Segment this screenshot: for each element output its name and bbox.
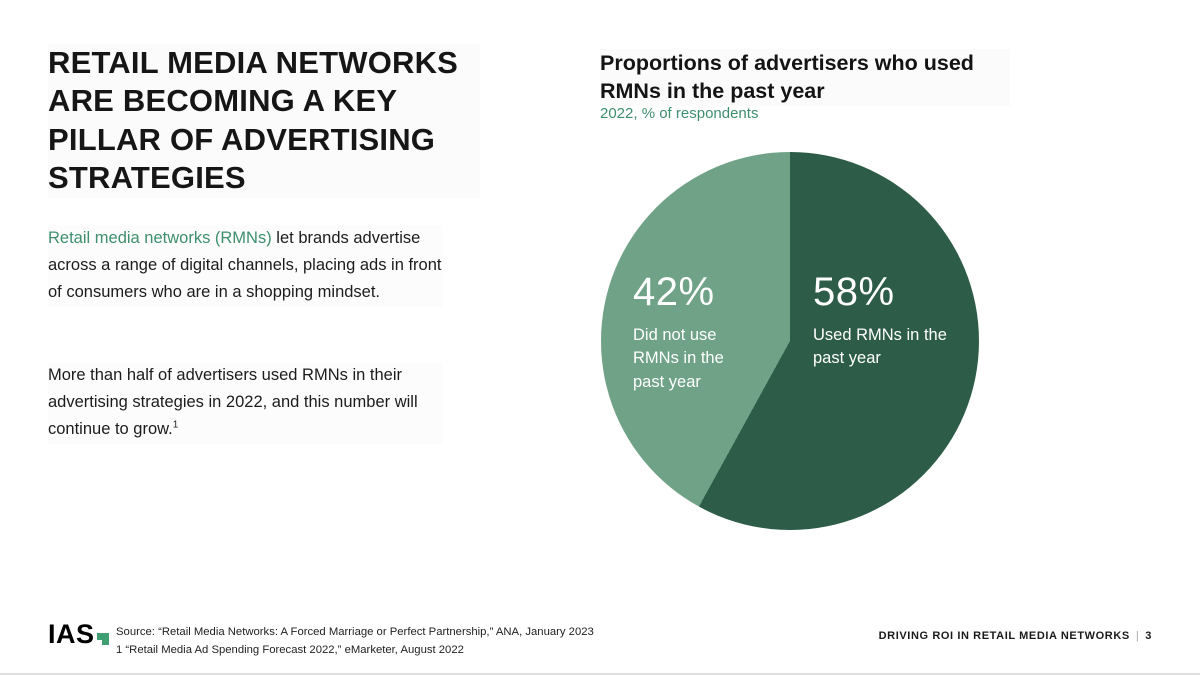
intro-paragraph-rest: let brands advertise across a range of d… [48,229,442,302]
growth-paragraph: More than half of advertisers used RMNs … [48,362,442,444]
ias-logo-mark-icon [96,633,109,645]
pie-chart: 42% Did not use RMNs in the past year 58… [601,152,979,530]
pie-value-did-not-use: 42% [633,270,715,314]
pie-label-text-did-not-use: Did not use RMNs in the past year [633,326,724,391]
pie-label-text-used: Used RMNs in the past year [813,326,947,368]
footer-separator: | [1135,630,1140,642]
source-line-2: 1 “Retail Media Ad Spending Forecast 202… [116,644,464,657]
source-text: Source: “Retail Media Networks: A Forced… [116,623,594,659]
ias-logo-text: IAS [48,619,95,649]
ias-logo: IAS [48,619,109,650]
slide-title: RETAIL MEDIA NETWORKS ARE BECOMING A KEY… [48,44,480,198]
pie-value-used: 58% [813,270,895,314]
chart-title: Proportions of advertisers who used RMNs… [600,49,1010,106]
intro-paragraph: Retail media networks (RMNs) let brands … [48,225,442,307]
rmn-highlight-text: Retail media networks (RMNs) [48,229,272,247]
footer-title-text: DRIVING ROI IN RETAIL MEDIA NETWORKS [878,630,1130,642]
growth-paragraph-text: More than half of advertisers used RMNs … [48,366,418,439]
pie-label-did-not-use: 42% Did not use RMNs in the past year [633,270,751,394]
footnote-marker: 1 [172,419,179,431]
bottom-edge-line [0,673,1200,675]
source-line-1: Source: “Retail Media Networks: A Forced… [116,626,594,638]
chart-subtitle: 2022, % of respondents [600,105,759,122]
pie-label-used: 58% Used RMNs in the past year [813,270,963,371]
page-number: 3 [1145,630,1152,642]
footer-page-info: DRIVING ROI IN RETAIL MEDIA NETWORKS | 3 [879,630,1152,642]
